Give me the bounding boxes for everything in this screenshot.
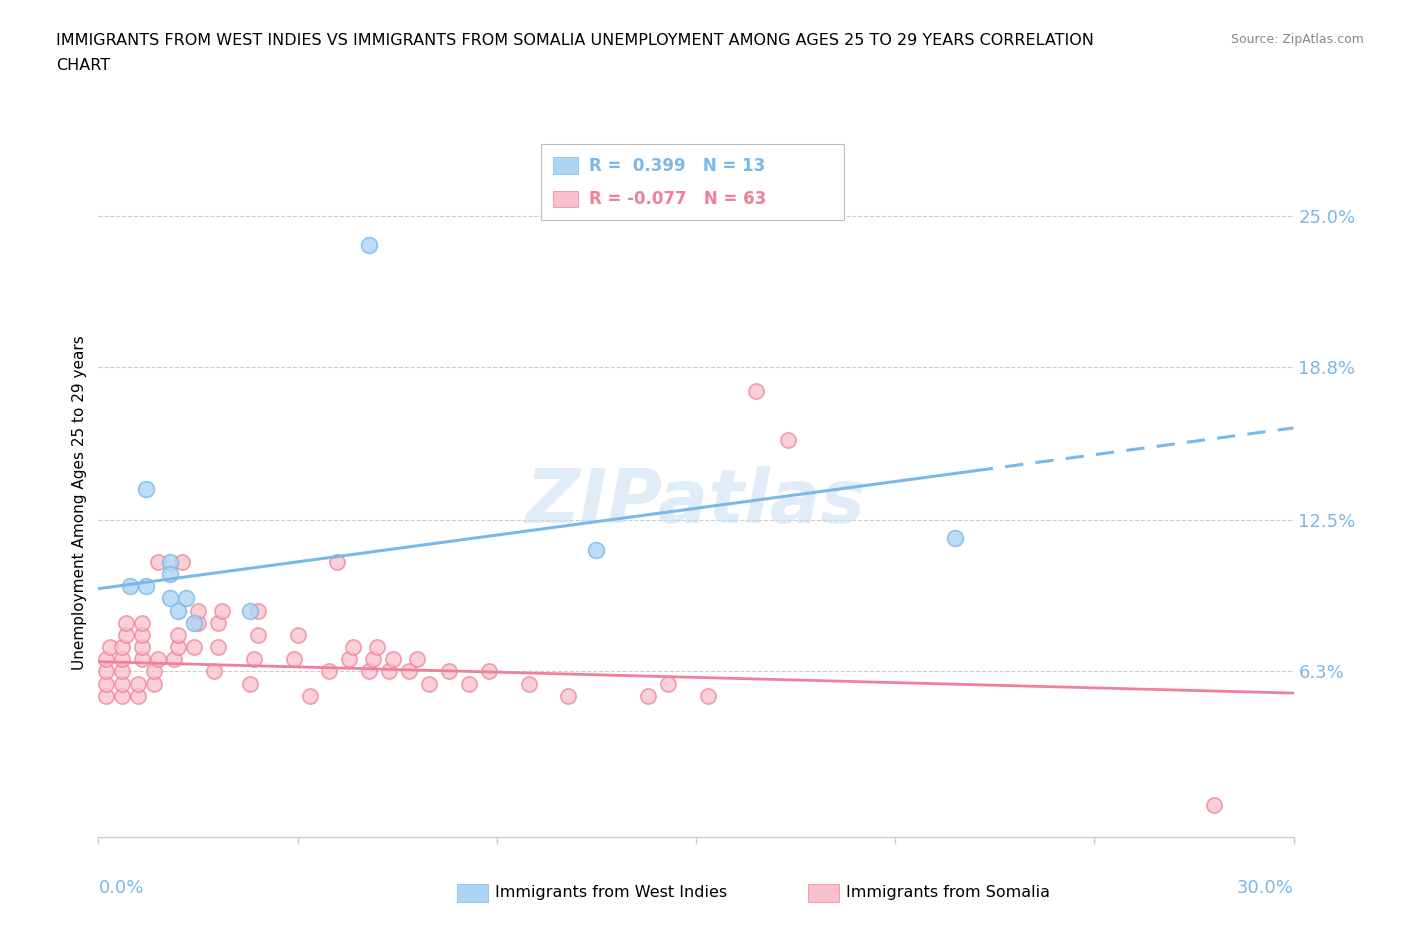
Point (131, 652, 153, 667)
Point (398, 664, 420, 679)
Point (111, 664, 134, 679)
Point (382, 652, 405, 667)
Point (135, 482, 157, 497)
Point (339, 652, 360, 667)
Point (96, 664, 118, 679)
Point (96, 652, 118, 667)
Point (111, 676, 134, 691)
Point (298, 688, 321, 703)
Point (326, 554, 349, 569)
Point (637, 688, 659, 703)
Text: Immigrants from Somalia: Immigrants from Somalia (846, 885, 1050, 900)
Point (207, 616, 229, 631)
Text: Immigrants from West Indies: Immigrants from West Indies (495, 885, 727, 900)
Point (183, 640, 205, 655)
Point (657, 676, 679, 691)
Text: R =  0.399   N = 13: R = 0.399 N = 13 (589, 156, 765, 175)
Point (246, 628, 269, 643)
Point (745, 384, 768, 399)
Point (183, 616, 205, 631)
Point (159, 591, 181, 605)
Point (159, 554, 181, 569)
Point (246, 604, 269, 618)
Point (239, 676, 262, 691)
Point (458, 676, 481, 691)
Point (131, 628, 153, 643)
Point (127, 688, 149, 703)
Point (1202, 798, 1225, 813)
Point (557, 688, 579, 703)
Text: 30.0%: 30.0% (1237, 879, 1294, 897)
Point (127, 676, 149, 691)
Point (207, 640, 229, 655)
Point (135, 578, 157, 593)
Point (120, 578, 142, 593)
Point (342, 640, 364, 655)
Point (478, 664, 501, 679)
Point (143, 676, 166, 691)
Point (148, 652, 170, 667)
Point (187, 616, 209, 631)
Point (517, 676, 540, 691)
Point (167, 628, 190, 643)
Text: 0.0%: 0.0% (98, 879, 143, 897)
Point (406, 652, 429, 667)
Point (378, 664, 401, 679)
Point (359, 664, 381, 679)
Point (148, 554, 170, 569)
Point (174, 591, 197, 605)
Point (437, 664, 460, 679)
Point (418, 676, 440, 691)
Point (115, 616, 138, 631)
Point (359, 238, 381, 253)
Point (172, 554, 194, 569)
Point (697, 688, 720, 703)
Point (187, 604, 209, 618)
Point (366, 640, 388, 655)
Point (111, 688, 134, 703)
Point (287, 628, 309, 643)
Point (96, 676, 118, 691)
Point (239, 604, 262, 618)
Text: ZIPatlas: ZIPatlas (526, 466, 866, 538)
Point (943, 530, 966, 545)
Point (211, 604, 233, 618)
Point (98, 640, 122, 655)
Text: R = -0.077   N = 63: R = -0.077 N = 63 (589, 190, 766, 208)
Point (776, 432, 799, 447)
Point (163, 652, 186, 667)
Text: IMMIGRANTS FROM WEST INDIES VS IMMIGRANTS FROM SOMALIA UNEMPLOYMENT AMONG AGES 2: IMMIGRANTS FROM WEST INDIES VS IMMIGRANT… (56, 33, 1094, 47)
Point (131, 640, 153, 655)
Point (111, 640, 134, 655)
Point (115, 628, 138, 643)
Point (202, 664, 225, 679)
Point (111, 652, 134, 667)
Point (143, 664, 166, 679)
Point (96, 688, 118, 703)
Point (167, 604, 190, 618)
Point (167, 640, 190, 655)
Point (159, 566, 181, 581)
Text: CHART: CHART (56, 58, 110, 73)
Text: Source: ZipAtlas.com: Source: ZipAtlas.com (1230, 33, 1364, 46)
Point (585, 542, 607, 557)
Point (318, 664, 340, 679)
Point (283, 652, 305, 667)
Point (363, 652, 385, 667)
Y-axis label: Unemployment Among Ages 25 to 29 years: Unemployment Among Ages 25 to 29 years (72, 335, 87, 670)
Point (131, 616, 153, 631)
Point (243, 652, 266, 667)
